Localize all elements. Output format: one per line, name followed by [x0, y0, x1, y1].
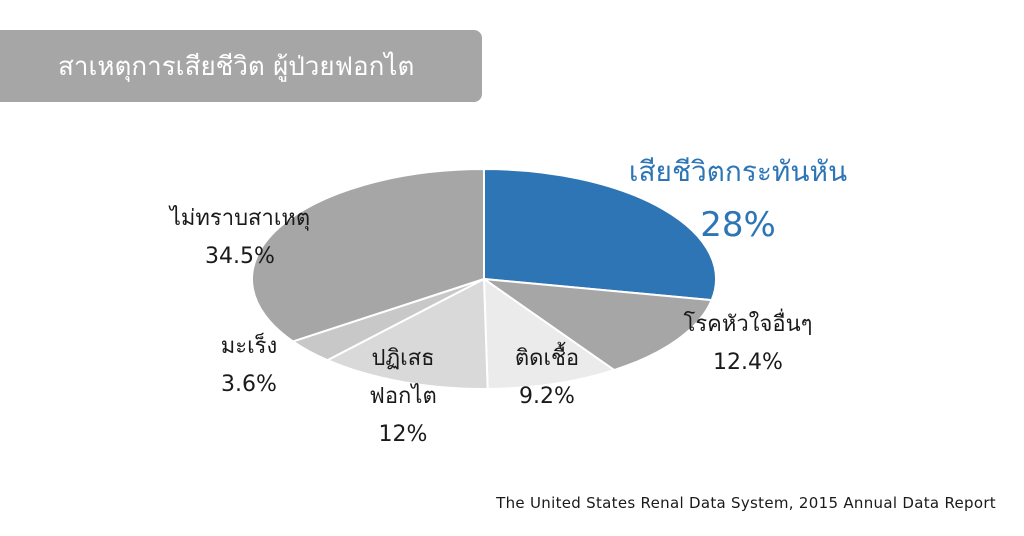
slice-label-sudden-death: เสียชีวิตกระทันหัน 28% — [618, 150, 858, 256]
slice-value-unknown-cause: 34.5% — [205, 244, 275, 269]
slice-value-sudden-death: 28% — [700, 205, 776, 245]
slice-name-refused-dialysis-line2: ฟอกไต — [369, 384, 437, 409]
pie-slice-infection — [482, 277, 617, 390]
pie-slice-refused-dialysis — [325, 277, 489, 390]
title-banner: สาเหตุการเสียชีวิต ผู้ป่วยฟอกไต — [0, 30, 482, 102]
source-citation: The United States Renal Data System, 201… — [496, 494, 996, 512]
slice-value-refused-dialysis: 12% — [378, 422, 428, 447]
slice-label-infection: ติดเชื้อ 9.2% — [482, 340, 612, 416]
slice-name-cancer: มะเร็ง — [220, 334, 278, 359]
pie-slice-sudden-death — [483, 167, 717, 302]
slice-name-infection: ติดเชื้อ — [514, 346, 580, 371]
slice-label-cancer: มะเร็ง 3.6% — [194, 328, 304, 404]
pie-slice-unknown-cause — [251, 167, 485, 343]
slice-name-refused-dialysis: ปฏิเสธ — [371, 346, 435, 371]
slice-label-other-heart-disease: โรคหัวใจอื่นๆ 12.4% — [648, 306, 848, 382]
slice-name-other-heart-disease: โรคหัวใจอื่นๆ — [683, 312, 813, 337]
slice-value-other-heart-disease: 12.4% — [713, 350, 783, 375]
slice-name-sudden-death: เสียชีวิตกระทันหัน — [628, 155, 848, 188]
slice-name-unknown-cause: ไม่ทราบสาเหตุ — [169, 206, 311, 231]
slice-label-unknown-cause: ไม่ทราบสาเหตุ 34.5% — [140, 200, 340, 276]
slice-value-cancer: 3.6% — [221, 372, 277, 397]
chart-title: สาเหตุการเสียชีวิต ผู้ป่วยฟอกไต — [58, 51, 415, 82]
slice-value-infection: 9.2% — [519, 384, 575, 409]
slice-label-refused-dialysis: ปฏิเสธฟอกไต 12% — [338, 340, 468, 454]
pie-slice-other-heart-disease — [480, 277, 714, 372]
